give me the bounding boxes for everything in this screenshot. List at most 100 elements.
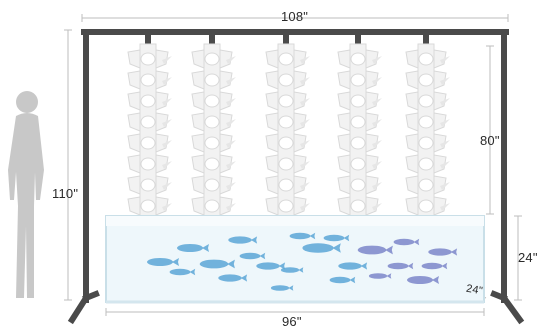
tower-pod: [293, 133, 307, 153]
tower-cup: [418, 94, 434, 108]
fish: [147, 258, 179, 266]
fish: [280, 267, 304, 273]
fish: [323, 234, 350, 242]
tower-pod: [219, 133, 233, 153]
tower-spike: [300, 98, 310, 106]
tower-pod: [365, 49, 379, 69]
tower-spike: [226, 182, 236, 190]
tower-pod: [219, 49, 233, 69]
tower-cup: [278, 94, 294, 108]
tower-pod: [191, 70, 205, 90]
tower-spike: [440, 182, 450, 190]
fish: [338, 262, 368, 270]
frame-height-label: 110": [52, 186, 79, 201]
tower-pod: [337, 196, 351, 216]
fish: [421, 262, 448, 270]
tower-pod: [293, 196, 307, 216]
tower-pod: [219, 112, 233, 132]
tower-pod: [405, 91, 419, 111]
tower-cup: [350, 178, 366, 192]
frame-right-foot: [499, 293, 525, 325]
tower-spike: [300, 203, 310, 211]
tower-spike: [226, 119, 236, 127]
tower-spike: [226, 140, 236, 148]
tower-pod: [405, 49, 419, 69]
tower-pod: [293, 154, 307, 174]
tower-cup: [418, 73, 434, 87]
tower-pod: [219, 175, 233, 195]
tower-pod: [265, 154, 279, 174]
tower-cup: [204, 157, 220, 171]
fish: [357, 245, 393, 255]
fish: [428, 248, 458, 256]
tank-length-label: 96": [282, 314, 302, 329]
tower-spike: [162, 140, 172, 148]
tower-pod: [265, 175, 279, 195]
tower-pod: [191, 112, 205, 132]
tower-spike: [440, 98, 450, 106]
tower-pod: [365, 70, 379, 90]
tower-pod: [337, 175, 351, 195]
fish: [407, 276, 439, 284]
tower-pod: [191, 175, 205, 195]
fish: [302, 243, 341, 253]
tower-spike: [440, 161, 450, 169]
grow-tower: [405, 32, 450, 225]
tower-cup: [204, 52, 220, 66]
tower-cup: [278, 115, 294, 129]
tower-pod: [405, 175, 419, 195]
tower-cup: [418, 52, 434, 66]
tower-cup: [418, 157, 434, 171]
tower-pod: [265, 196, 279, 216]
tower-pod: [337, 133, 351, 153]
fish: [329, 276, 356, 284]
tower-spike: [372, 98, 382, 106]
tower-hanger: [283, 32, 289, 46]
tower-spike: [300, 119, 310, 127]
tower-pod: [155, 133, 169, 153]
tower-spike: [440, 140, 450, 148]
dimension-lines: [64, 14, 522, 316]
tower-column: [277, 43, 295, 225]
tower-spike: [162, 119, 172, 127]
tower-spike: [162, 182, 172, 190]
tower-spike: [372, 56, 382, 64]
tower-cup: [278, 136, 294, 150]
tower-pod: [365, 196, 379, 216]
fish: [218, 274, 248, 282]
tower-spike: [162, 161, 172, 169]
tower-pod: [365, 133, 379, 153]
tower-pod: [155, 91, 169, 111]
tower-pod: [433, 196, 447, 216]
tower-cup: [278, 157, 294, 171]
tower-spike: [300, 182, 310, 190]
tower-spike: [226, 161, 236, 169]
tower-cup: [140, 136, 156, 150]
fish: [228, 236, 258, 244]
tower-cup: [278, 199, 294, 213]
tower-spike: [372, 77, 382, 85]
tower-spike: [440, 203, 450, 211]
tower-hanger: [145, 32, 151, 46]
fish: [289, 232, 316, 240]
tower-spike: [300, 56, 310, 64]
tower-spike: [372, 203, 382, 211]
tower-pod: [127, 175, 141, 195]
tower-spike: [372, 161, 382, 169]
tower-cup: [140, 178, 156, 192]
tower-pod: [293, 112, 307, 132]
tower-pod: [155, 112, 169, 132]
tower-pod: [219, 91, 233, 111]
tower-pod: [337, 154, 351, 174]
tower-cup: [140, 73, 156, 87]
fish: [169, 268, 196, 276]
tower-cup: [140, 157, 156, 171]
frame: [67, 29, 525, 325]
tower-pod: [365, 91, 379, 111]
fish: [368, 273, 392, 279]
tower-cup: [140, 52, 156, 66]
grow-tower: [127, 32, 172, 225]
frame-left-foot: [67, 293, 91, 325]
tower-spike: [300, 77, 310, 85]
